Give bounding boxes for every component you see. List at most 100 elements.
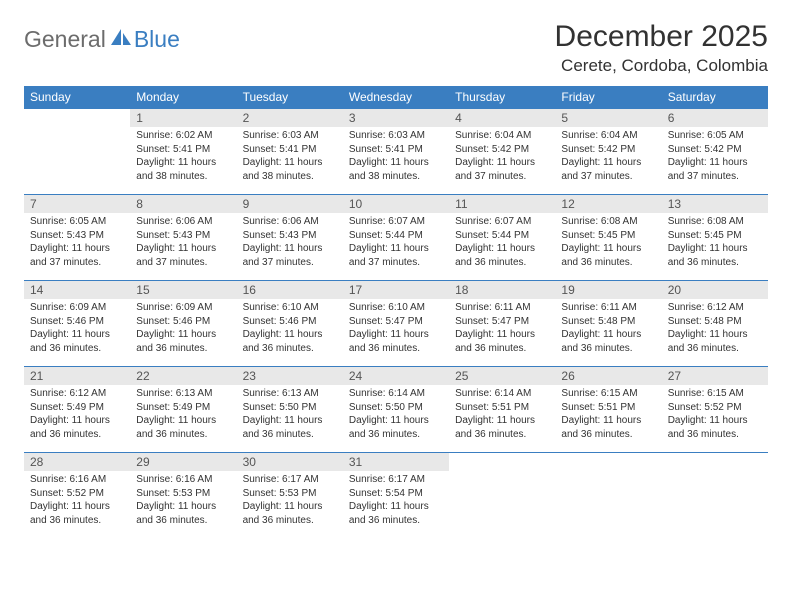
sunrise-line: Sunrise: 6:14 AM (455, 387, 549, 401)
calendar-cell: 5Sunrise: 6:04 AMSunset: 5:42 PMDaylight… (555, 109, 661, 195)
day-number: 19 (555, 281, 661, 299)
day-number: 24 (343, 367, 449, 385)
sunset-line: Sunset: 5:49 PM (136, 401, 230, 415)
calendar-cell: 17Sunrise: 6:10 AMSunset: 5:47 PMDayligh… (343, 281, 449, 367)
day-content: Sunrise: 6:16 AMSunset: 5:53 PMDaylight:… (130, 471, 236, 531)
calendar-cell: 31Sunrise: 6:17 AMSunset: 5:54 PMDayligh… (343, 453, 449, 539)
daylight-line: Daylight: 11 hours and 36 minutes. (455, 414, 549, 441)
sunrise-line: Sunrise: 6:13 AM (136, 387, 230, 401)
day-content: Sunrise: 6:16 AMSunset: 5:52 PMDaylight:… (24, 471, 130, 531)
sunrise-line: Sunrise: 6:17 AM (349, 473, 443, 487)
sunrise-line: Sunrise: 6:16 AM (30, 473, 124, 487)
day-number: 26 (555, 367, 661, 385)
day-content: Sunrise: 6:09 AMSunset: 5:46 PMDaylight:… (24, 299, 130, 359)
calendar-cell: 7Sunrise: 6:05 AMSunset: 5:43 PMDaylight… (24, 195, 130, 281)
calendar-cell: 2 Sunrise: 6:03 AMSunset: 5:41 PMDaylight… (237, 109, 343, 195)
weekday-header: Saturday (662, 86, 768, 109)
calendar-cell: 21Sunrise: 6:12 AMSunset: 5:49 PMDayligh… (24, 367, 130, 453)
calendar-table: Sunday Monday Tuesday Wednesday Thursday… (24, 86, 768, 539)
day-number: 23 (237, 367, 343, 385)
sunrise-line: Sunrise: 6:07 AM (455, 215, 549, 229)
sunset-line: Sunset: 5:41 PM (243, 143, 337, 157)
sunrise-line: Sunrise: 6:12 AM (668, 301, 762, 315)
day-number: 18 (449, 281, 555, 299)
day-content: Sunrise: 6:06 AMSunset: 5:43 PMDaylight:… (237, 213, 343, 273)
daylight-line: Daylight: 11 hours and 36 minutes. (30, 500, 124, 527)
day-content: Sunrise: 6:12 AMSunset: 5:48 PMDaylight:… (662, 299, 768, 359)
day-number: 29 (130, 453, 236, 471)
calendar-cell: 15Sunrise: 6:09 AMSunset: 5:46 PMDayligh… (130, 281, 236, 367)
calendar-row: 28Sunrise: 6:16 AMSunset: 5:52 PMDayligh… (24, 453, 768, 539)
logo-text-blue: Blue (134, 26, 180, 53)
calendar-row: 14Sunrise: 6:09 AMSunset: 5:46 PMDayligh… (24, 281, 768, 367)
daylight-line: Daylight: 11 hours and 36 minutes. (561, 242, 655, 269)
sunset-line: Sunset: 5:47 PM (455, 315, 549, 329)
day-content: Sunrise: 6:14 AMSunset: 5:51 PMDaylight:… (449, 385, 555, 445)
day-number: 5 (555, 109, 661, 127)
calendar-cell: 25Sunrise: 6:14 AMSunset: 5:51 PMDayligh… (449, 367, 555, 453)
sunrise-line: Sunrise: 6:14 AM (349, 387, 443, 401)
calendar-row: 7Sunrise: 6:05 AMSunset: 5:43 PMDaylight… (24, 195, 768, 281)
header: General Blue December 2025 Cerete, Cordo… (24, 20, 768, 76)
sunset-line: Sunset: 5:53 PM (243, 487, 337, 501)
daylight-line: Daylight: 11 hours and 36 minutes. (455, 242, 549, 269)
sunset-line: Sunset: 5:41 PM (349, 143, 443, 157)
calendar-cell: 1Sunrise: 6:02 AMSunset: 5:41 PMDaylight… (130, 109, 236, 195)
day-content: Sunrise: 6:06 AMSunset: 5:43 PMDaylight:… (130, 213, 236, 273)
day-number: 31 (343, 453, 449, 471)
daylight-line: Daylight: 11 hours and 36 minutes. (668, 242, 762, 269)
sunset-line: Sunset: 5:50 PM (349, 401, 443, 415)
day-number: 14 (24, 281, 130, 299)
sunset-line: Sunset: 5:53 PM (136, 487, 230, 501)
calendar-cell: 18Sunrise: 6:11 AMSunset: 5:47 PMDayligh… (449, 281, 555, 367)
day-content: Sunrise: 6:05 AMSunset: 5:43 PMDaylight:… (24, 213, 130, 273)
sunset-line: Sunset: 5:44 PM (349, 229, 443, 243)
sunset-line: Sunset: 5:43 PM (243, 229, 337, 243)
day-content: Sunrise: 6:11 AMSunset: 5:48 PMDaylight:… (555, 299, 661, 359)
calendar-cell: 30Sunrise: 6:17 AMSunset: 5:53 PMDayligh… (237, 453, 343, 539)
sunrise-line: Sunrise: 6:13 AM (243, 387, 337, 401)
sunrise-line: Sunrise: 6:03 AM (243, 129, 337, 143)
sunrise-line: Sunrise: 6:10 AM (243, 301, 337, 315)
sunrise-line: Sunrise: 6:05 AM (30, 215, 124, 229)
calendar-cell: 23Sunrise: 6:13 AMSunset: 5:50 PMDayligh… (237, 367, 343, 453)
calendar-cell (555, 453, 661, 539)
calendar-cell: 6Sunrise: 6:05 AMSunset: 5:42 PMDaylight… (662, 109, 768, 195)
daylight-line: Daylight: 11 hours and 38 minutes. (243, 156, 337, 183)
sunset-line: Sunset: 5:43 PM (30, 229, 124, 243)
calendar-cell: 11 Sunrise: 6:07 AMSunset: 5:44 PMDayligh… (449, 195, 555, 281)
day-number: 2 (237, 109, 343, 127)
daylight-line: Daylight: 11 hours and 36 minutes. (668, 414, 762, 441)
logo-sail-icon (110, 27, 132, 52)
sunrise-line: Sunrise: 6:16 AM (136, 473, 230, 487)
daylight-line: Daylight: 11 hours and 36 minutes. (243, 328, 337, 355)
day-content: Sunrise: 6:11 AMSunset: 5:47 PMDaylight:… (449, 299, 555, 359)
sunset-line: Sunset: 5:48 PM (561, 315, 655, 329)
daylight-line: Daylight: 11 hours and 37 minutes. (668, 156, 762, 183)
sunrise-line: Sunrise: 6:09 AM (30, 301, 124, 315)
sunrise-line: Sunrise: 6:17 AM (243, 473, 337, 487)
day-number: 7 (24, 195, 130, 213)
sunset-line: Sunset: 5:52 PM (668, 401, 762, 415)
day-content: Sunrise: 6:10 AMSunset: 5:46 PMDaylight:… (237, 299, 343, 359)
daylight-line: Daylight: 11 hours and 37 minutes. (30, 242, 124, 269)
day-content: Sunrise: 6:15 AMSunset: 5:51 PMDaylight:… (555, 385, 661, 445)
day-number: 11 (449, 195, 555, 213)
sunset-line: Sunset: 5:48 PM (668, 315, 762, 329)
sunrise-line: Sunrise: 6:08 AM (561, 215, 655, 229)
day-number: 13 (662, 195, 768, 213)
day-content: Sunrise: 6:12 AMSunset: 5:49 PMDaylight:… (24, 385, 130, 445)
day-content: Sunrise: 6:05 AMSunset: 5:42 PMDaylight:… (662, 127, 768, 187)
sunrise-line: Sunrise: 6:06 AM (136, 215, 230, 229)
daylight-line: Daylight: 11 hours and 36 minutes. (349, 328, 443, 355)
sunrise-line: Sunrise: 6:15 AM (668, 387, 762, 401)
calendar-cell: 27Sunrise: 6:15 AMSunset: 5:52 PMDayligh… (662, 367, 768, 453)
day-content: Sunrise: 6:04 AMSunset: 5:42 PMDaylight:… (449, 127, 555, 187)
sunset-line: Sunset: 5:46 PM (243, 315, 337, 329)
daylight-line: Daylight: 11 hours and 36 minutes. (30, 328, 124, 355)
sunrise-line: Sunrise: 6:10 AM (349, 301, 443, 315)
sunset-line: Sunset: 5:44 PM (455, 229, 549, 243)
location: Cerete, Cordoba, Colombia (555, 56, 768, 76)
day-content: Sunrise: 6:13 AMSunset: 5:50 PMDaylight:… (237, 385, 343, 445)
day-content: Sunrise: 6:13 AMSunset: 5:49 PMDaylight:… (130, 385, 236, 445)
